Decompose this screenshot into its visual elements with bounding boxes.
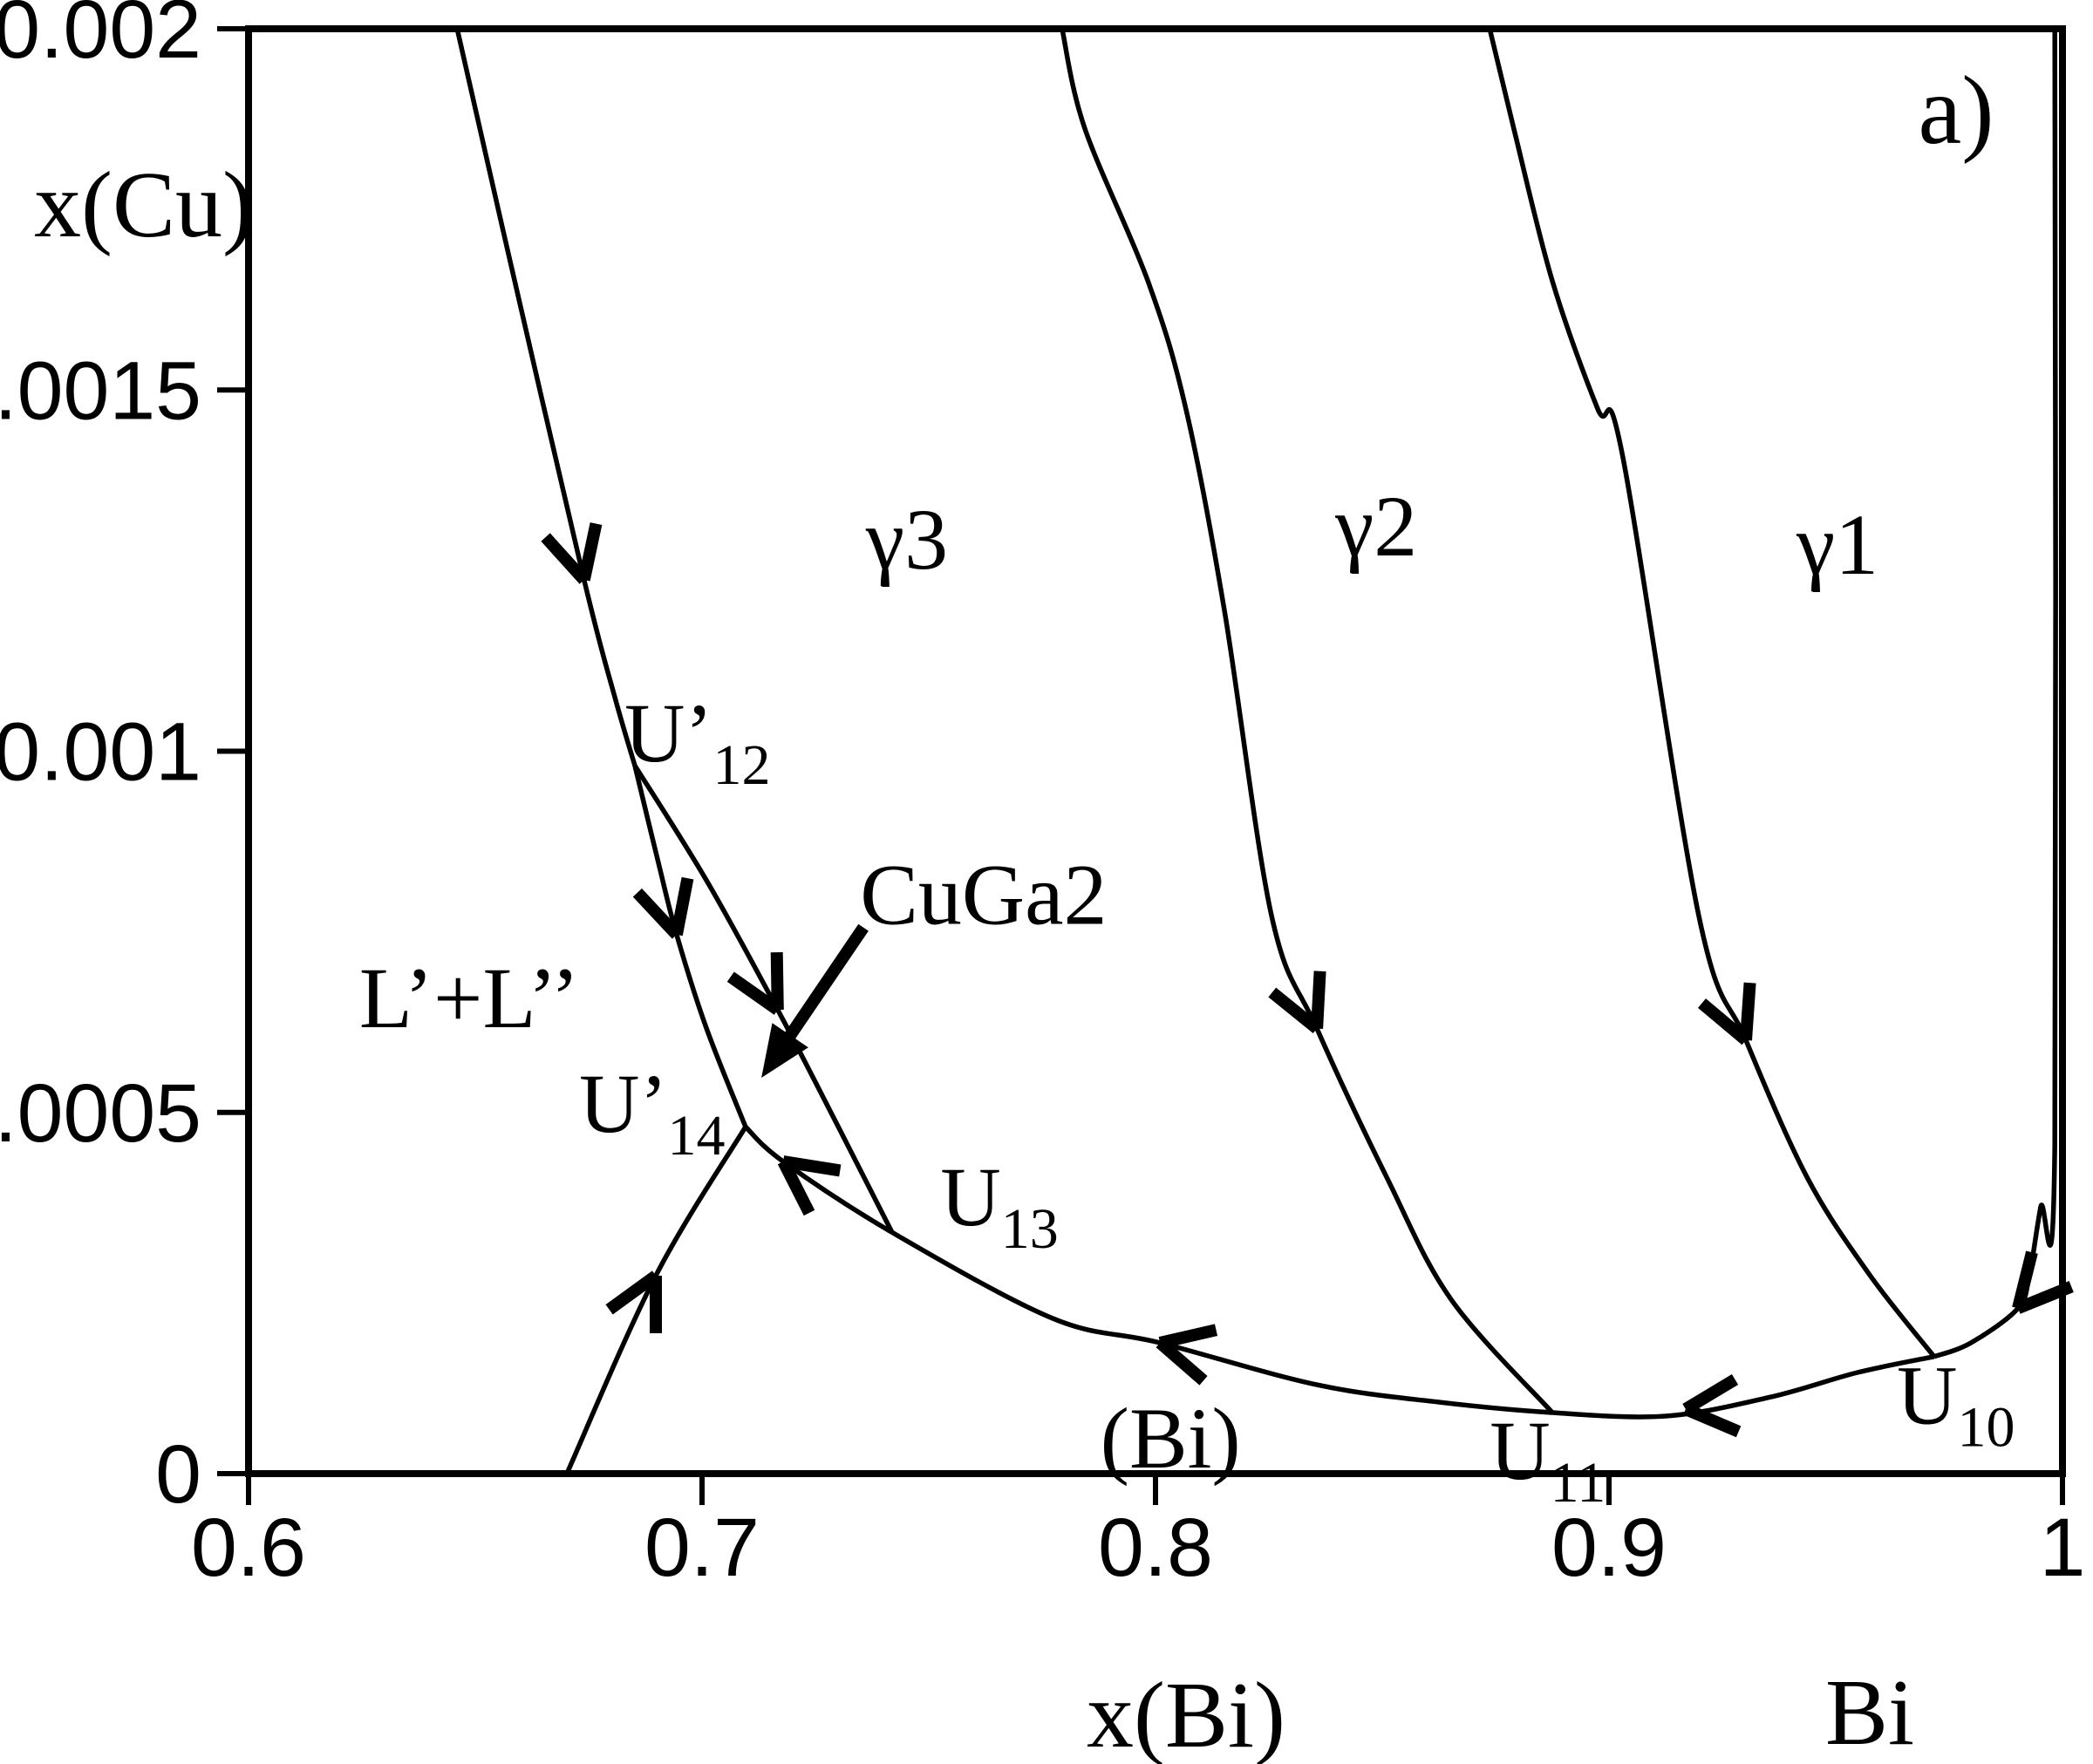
region-label-Bi-field: (Bi)	[1101, 1390, 1241, 1487]
point-label-U13-part: 13	[1001, 1197, 1059, 1261]
plot-frame	[245, 25, 2066, 1477]
flow-arrow-icon	[1311, 971, 1326, 1029]
flow-arrow-icon	[1682, 1373, 1739, 1415]
y-tick-label-part: 0.0005	[0, 1067, 201, 1160]
flow-arrow-icon	[726, 971, 781, 1015]
flow-arrow-icon	[2012, 1250, 2038, 1310]
x-tick-label: 0.9	[1551, 1502, 1667, 1594]
point-label-U11-part: U	[1490, 1404, 1550, 1497]
annotation-arrowhead-icon	[761, 1023, 808, 1078]
corner-label-bi-part: Bi	[1825, 1661, 1914, 1764]
y-axis-title-part: x(Cu)	[34, 153, 254, 257]
curve-gamma3-liquidus-left	[454, 28, 637, 766]
point-label-U13: U13	[940, 1150, 1058, 1261]
flow-arrow-icon	[1156, 1338, 1208, 1386]
region-label-gamma2-part: γ2	[1334, 478, 1417, 575]
point-label-U12-part: U’	[624, 686, 712, 780]
x-axis-title: x(Bi)	[1087, 1664, 1285, 1764]
flow-arrow-icon	[541, 533, 589, 584]
annotation-label: CuGa2	[860, 847, 1107, 943]
flow-arrow-icon	[1697, 998, 1750, 1045]
panel-label-part: a)	[1918, 57, 1994, 165]
flow-arrow-icon	[782, 1155, 842, 1177]
y-tick-label-part: 0.002	[0, 0, 201, 76]
point-label-U11: U11	[1490, 1404, 1606, 1515]
x-tick-label-part: 0.8	[1098, 1502, 1213, 1594]
x-tick-label-part: 0.9	[1551, 1502, 1667, 1594]
x-tick-label-part: 0.7	[644, 1502, 760, 1594]
point-label-U14: U’14	[579, 1057, 725, 1168]
y-tick-label-part: 0	[155, 1428, 201, 1521]
region-label-L-L-part: L’+L’’	[359, 950, 580, 1046]
point-label-U11-part: 11	[1551, 1451, 1606, 1515]
region-label-gamma1: γ1	[1796, 496, 1878, 593]
x-tick-label: 1	[2040, 1502, 2086, 1594]
region-label-L-L: L’+L’’	[359, 950, 580, 1046]
y-tick-label: 0.0015	[0, 344, 201, 437]
curve-gamma2-gamma1-boundary	[1487, 28, 1936, 1359]
annotation-label-part: CuGa2	[860, 847, 1107, 943]
point-label-U13-part: U	[940, 1150, 1000, 1243]
flow-arrow-icon	[1683, 1403, 1742, 1438]
region-label-gamma3-part: γ3	[865, 491, 948, 588]
region-label-gamma3: γ3	[865, 491, 948, 588]
x-tick-label-part: 0.6	[191, 1502, 306, 1594]
annotation-arrow-shaft	[780, 923, 869, 1047]
x-axis-title-part: x(Bi)	[1087, 1664, 1285, 1764]
point-label-U12-part: 12	[712, 733, 770, 797]
y-tick-label: 0.0005	[0, 1067, 201, 1160]
point-label-U14-part: 14	[667, 1104, 725, 1168]
curve-U12-U14-boundary	[632, 765, 748, 1128]
flow-arrow-icon	[1158, 1324, 1218, 1349]
y-tick-label-part: 0.0015	[0, 344, 201, 437]
y-tick-label-part: 0.001	[0, 706, 201, 799]
x-tick-label: 0.7	[644, 1502, 760, 1594]
flow-arrow-icon	[632, 888, 682, 939]
flow-arrow-icon	[777, 1158, 815, 1216]
point-label-U10-part: U	[1897, 1349, 1957, 1442]
curve-gamma3-gamma2-boundary	[1060, 28, 1555, 1414]
point-label-U10-part: 10	[1957, 1396, 2015, 1460]
y-tick-label: 0.002	[0, 0, 201, 76]
flow-arrow-icon	[770, 951, 784, 1011]
flow-arrow-icon	[1740, 982, 1756, 1041]
region-label-gamma1-part: γ1	[1796, 496, 1878, 593]
region-label-Bi-field-part: (Bi)	[1101, 1390, 1241, 1487]
x-tick-label: 0.6	[191, 1502, 306, 1594]
corner-label-bi: Bi	[1825, 1661, 1914, 1764]
point-label-U14-part: U’	[579, 1057, 667, 1150]
y-axis-title: x(Cu)	[34, 153, 254, 257]
curve-Bi-monovariant-line	[743, 1125, 1935, 1420]
y-tick-label: 0.001	[0, 706, 201, 799]
x-tick-label-part: 1	[2040, 1502, 2086, 1594]
curve-Bi-edge-liquidus	[1933, 28, 2059, 1359]
point-label-U12: U’12	[624, 686, 770, 797]
flow-arrow-icon	[2015, 1281, 2074, 1314]
panel-label: a)	[1918, 57, 1994, 165]
flow-arrow-icon	[605, 1270, 660, 1315]
y-tick-label: 0	[155, 1428, 201, 1521]
flow-arrow-icon	[1268, 987, 1321, 1034]
point-label-U10: U10	[1897, 1349, 2015, 1460]
flow-arrow-icon	[671, 876, 694, 936]
flow-arrow-icon	[577, 522, 603, 582]
x-tick-label: 0.8	[1098, 1502, 1213, 1594]
region-label-gamma2: γ2	[1334, 478, 1417, 575]
